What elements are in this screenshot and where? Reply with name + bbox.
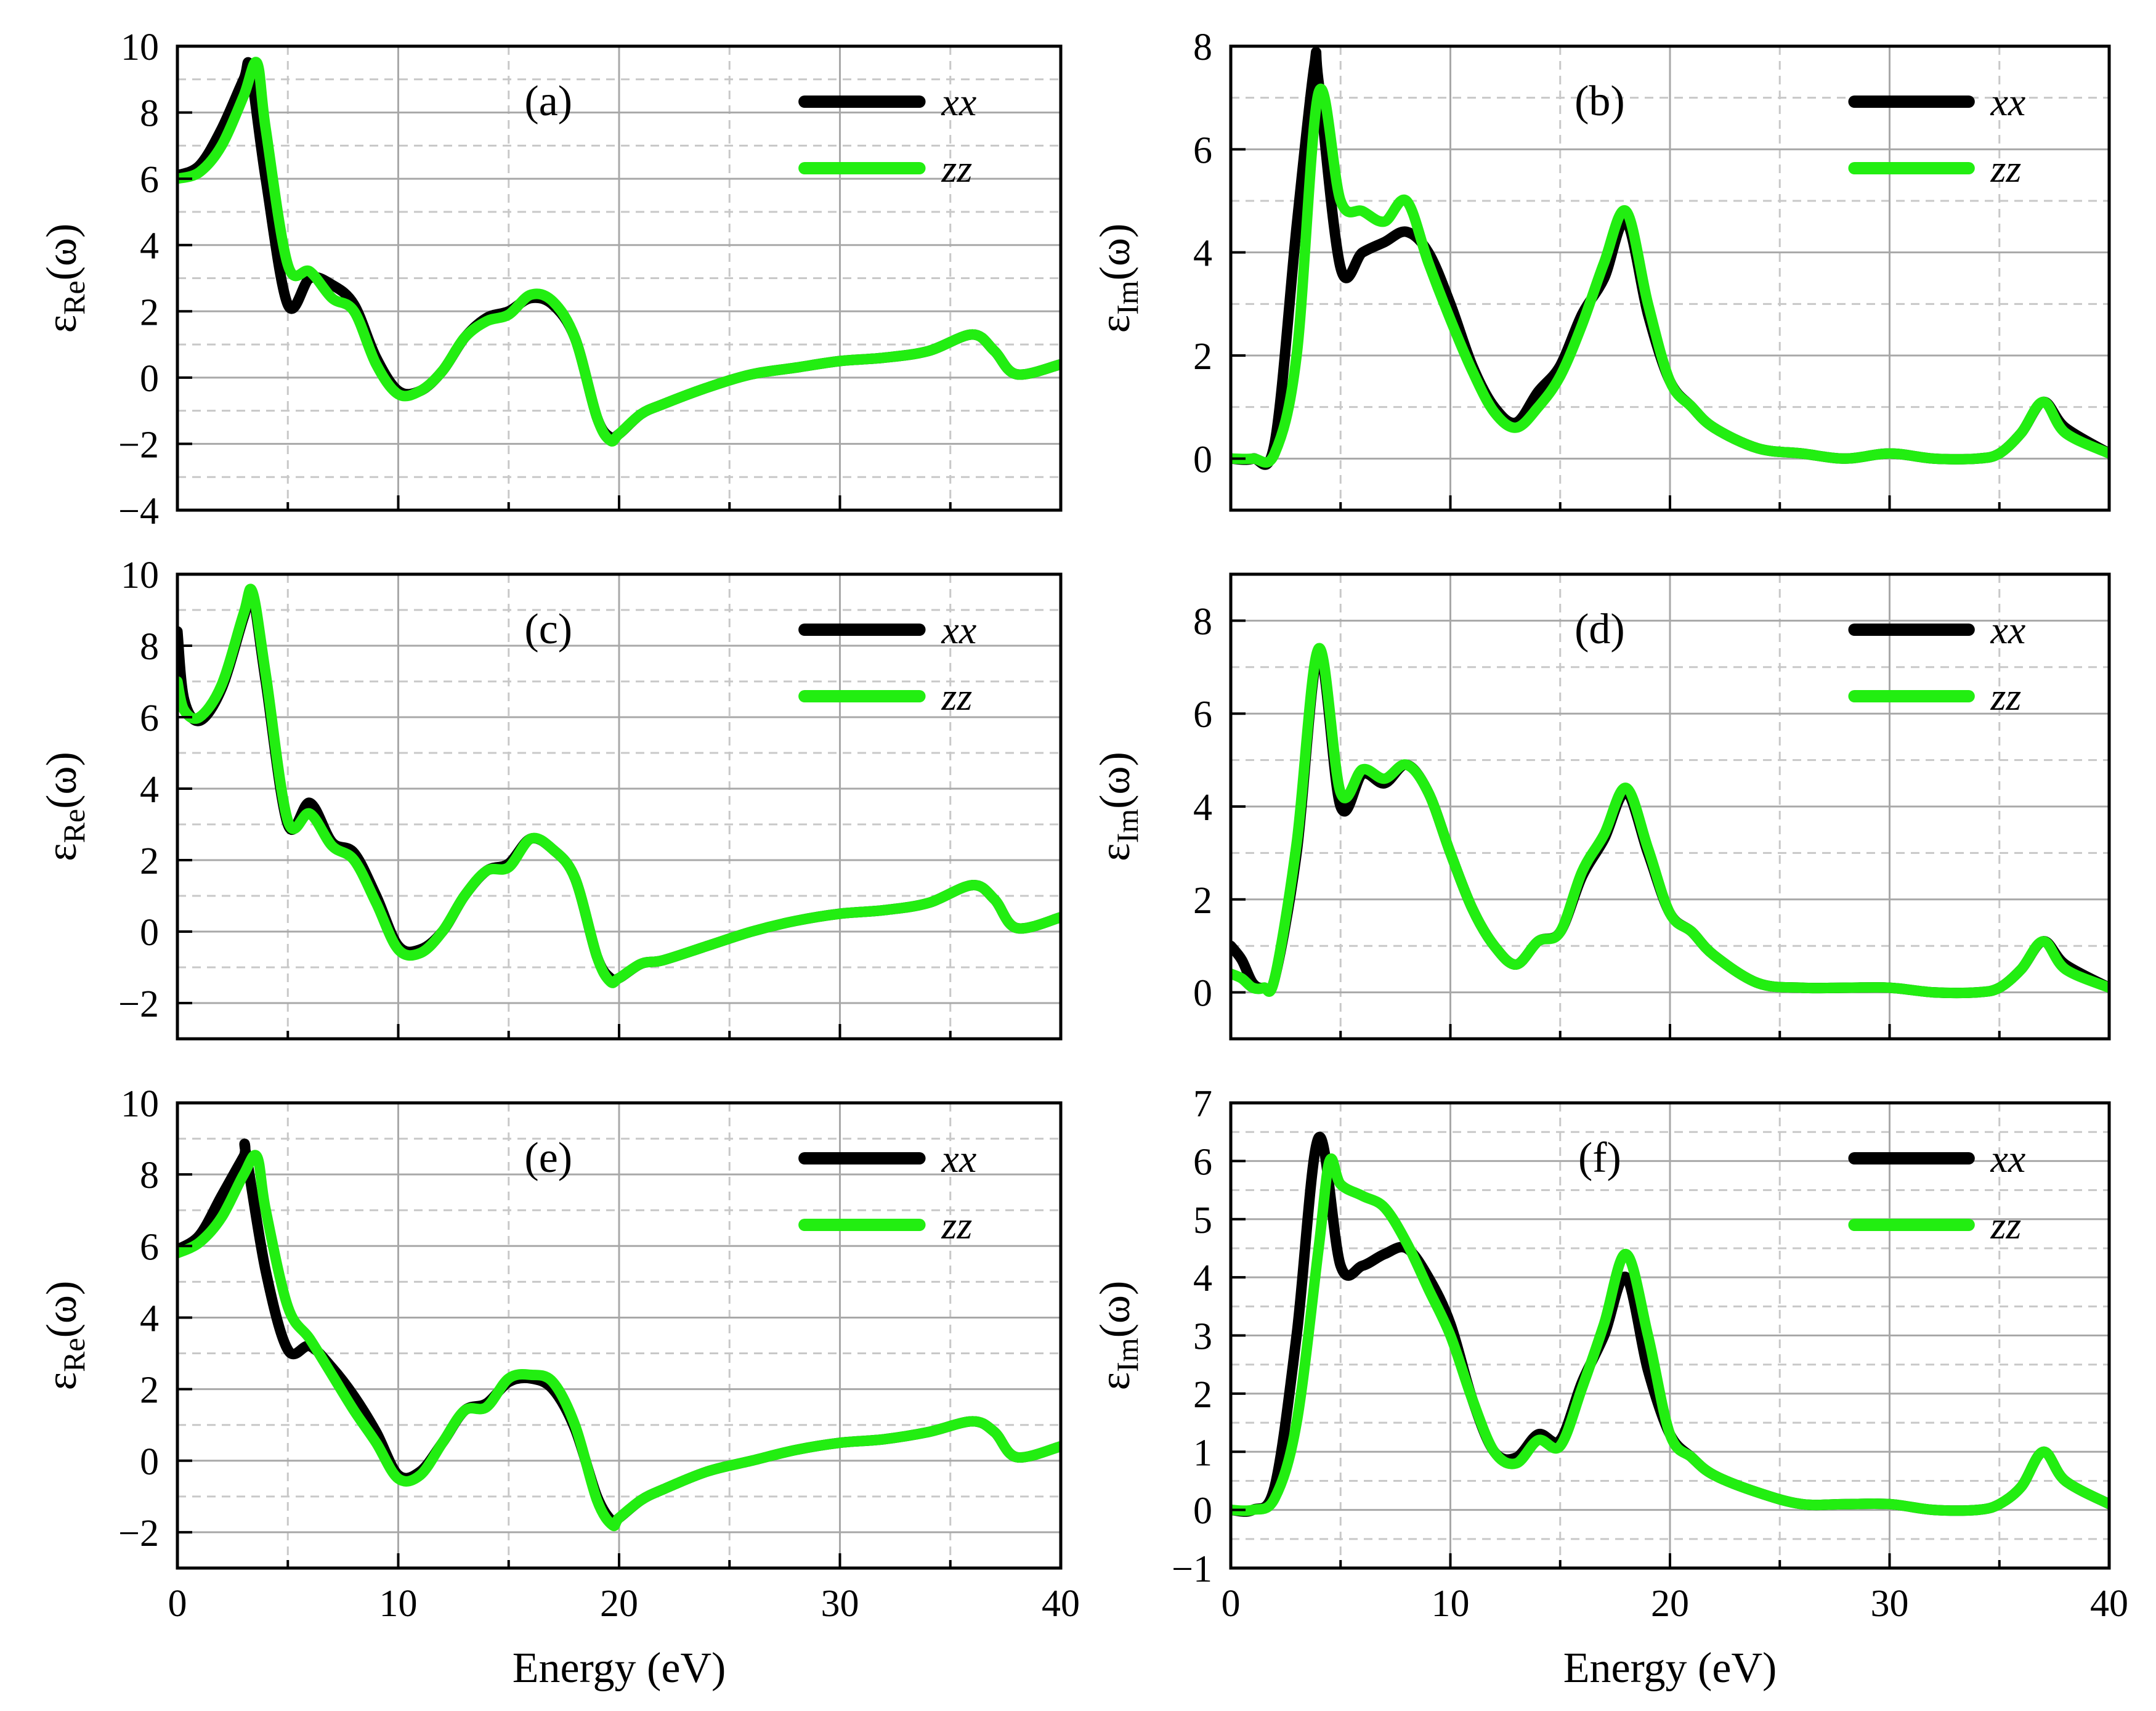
y-tick-label: 0 <box>140 912 159 954</box>
y-tick-label: 6 <box>140 1226 159 1268</box>
y-tick-label: 0 <box>140 1441 159 1483</box>
y-tick-label: 7 <box>1193 1083 1212 1125</box>
y-axis-title: εIm(ω) <box>1092 224 1145 333</box>
y-tick-label: 8 <box>140 93 159 135</box>
series-line-zz <box>1231 643 2109 999</box>
legend-label-zz: zz <box>941 147 972 190</box>
y-tick-label: 10 <box>121 555 159 596</box>
y-tick-label: 4 <box>140 226 159 267</box>
y-tick-label: 2 <box>140 1370 159 1412</box>
x-tick-label: 0 <box>168 1583 187 1625</box>
series-line-zz <box>1231 1153 2109 1516</box>
y-axis-title: εIm(ω) <box>1092 752 1145 861</box>
panel-label: (e) <box>524 1134 572 1182</box>
y-tick-label: 1 <box>1193 1432 1212 1474</box>
legend-label-xx: xx <box>1990 80 2025 124</box>
legend-label-zz: zz <box>1990 147 2021 190</box>
y-tick-label: 2 <box>1193 1374 1212 1416</box>
x-tick-label: 10 <box>1432 1583 1470 1625</box>
x-tick-label: 20 <box>1651 1583 1689 1625</box>
y-tick-label: 6 <box>1193 1141 1212 1183</box>
x-tick-label: 30 <box>1871 1583 1909 1625</box>
y-axis-title: εIm(ω) <box>1092 1281 1145 1391</box>
x-tick-label: 30 <box>821 1583 859 1625</box>
y-tick-label: 2 <box>140 840 159 882</box>
legend-label-xx: xx <box>1990 608 2025 652</box>
panel-c: −2 0 2 4 6 8 10 εRe(ω) (c) xx zz <box>38 555 1063 1041</box>
y-tick-label: 4 <box>140 769 159 811</box>
legend-label-zz: zz <box>941 675 972 718</box>
y-tick-label: 2 <box>1193 336 1212 378</box>
x-tick-label: 40 <box>2090 1583 2128 1625</box>
y-tick-label: −2 <box>118 1513 159 1555</box>
y-tick-label: 0 <box>140 358 159 400</box>
y-tick-label: −4 <box>118 490 159 532</box>
legend-label-xx: xx <box>1990 1137 2025 1181</box>
x-tick-label: 20 <box>600 1583 638 1625</box>
y-tick-label: 0 <box>1193 1490 1212 1532</box>
y-tick-label: 6 <box>140 697 159 739</box>
legend-label-zz: zz <box>1990 675 2021 718</box>
legend-label-xx: xx <box>941 1137 976 1181</box>
panel-d: 0 2 4 6 8 εIm(ω) (d) xx zz <box>1092 572 2111 1041</box>
legend-label-zz: zz <box>1990 1203 2021 1247</box>
y-tick-label: 0 <box>1193 973 1212 1015</box>
y-tick-label: 6 <box>1193 129 1212 171</box>
panel-a: −4 −2 0 2 4 6 8 10 εRe(ω) (a) xx zz <box>38 26 1063 532</box>
x-axis-title: Energy (eV) <box>513 1644 726 1692</box>
y-tick-label: 6 <box>140 159 159 201</box>
y-tick-label: 2 <box>1193 880 1212 922</box>
legend-label-xx: xx <box>941 80 976 124</box>
x-axis-title: Energy (eV) <box>1563 1644 1777 1692</box>
x-tick-label: 0 <box>1222 1583 1241 1625</box>
y-tick-label: 10 <box>121 26 159 68</box>
y-axis-title: εRe(ω) <box>38 224 91 333</box>
panel-label: (f) <box>1578 1134 1621 1182</box>
y-tick-label: 4 <box>140 1298 159 1339</box>
y-tick-label: 6 <box>1193 694 1212 736</box>
y-tick-label: 0 <box>1193 439 1212 481</box>
y-tick-label: 10 <box>121 1083 159 1125</box>
y-axis-title: εRe(ω) <box>38 1281 91 1391</box>
y-tick-label: −1 <box>1172 1548 1212 1590</box>
y-tick-label: 8 <box>140 1155 159 1197</box>
legend-label-zz: zz <box>941 1203 972 1247</box>
panel-label: (d) <box>1574 606 1625 653</box>
y-tick-label: 5 <box>1193 1200 1212 1242</box>
panel-label: (a) <box>524 78 572 125</box>
y-tick-label: 4 <box>1193 233 1212 275</box>
series-line-zz <box>1231 83 2109 468</box>
panel-label: (c) <box>524 606 572 653</box>
y-tick-label: 2 <box>140 291 159 333</box>
y-tick-label: −2 <box>118 983 159 1025</box>
x-tick-label: 40 <box>1042 1583 1080 1625</box>
y-tick-label: 8 <box>1193 601 1212 643</box>
series-line-zz <box>177 583 1061 988</box>
y-axis-title: εRe(ω) <box>38 752 91 861</box>
x-tick-label: 10 <box>379 1583 418 1625</box>
series-line-zz <box>177 57 1061 447</box>
y-tick-label: 3 <box>1193 1316 1212 1358</box>
y-tick-label: −2 <box>118 424 159 466</box>
y-tick-label: 4 <box>1193 1258 1212 1299</box>
panel-b: 0 2 4 6 8 εIm(ω) (b) xx zz <box>1092 26 2111 512</box>
series-line-zz <box>177 1150 1061 1531</box>
y-tick-label: 8 <box>1193 26 1212 68</box>
panel-label: (b) <box>1574 78 1625 125</box>
y-tick-label: 4 <box>1193 787 1212 829</box>
y-tick-label: 8 <box>140 626 159 668</box>
legend-label-xx: xx <box>941 608 976 652</box>
